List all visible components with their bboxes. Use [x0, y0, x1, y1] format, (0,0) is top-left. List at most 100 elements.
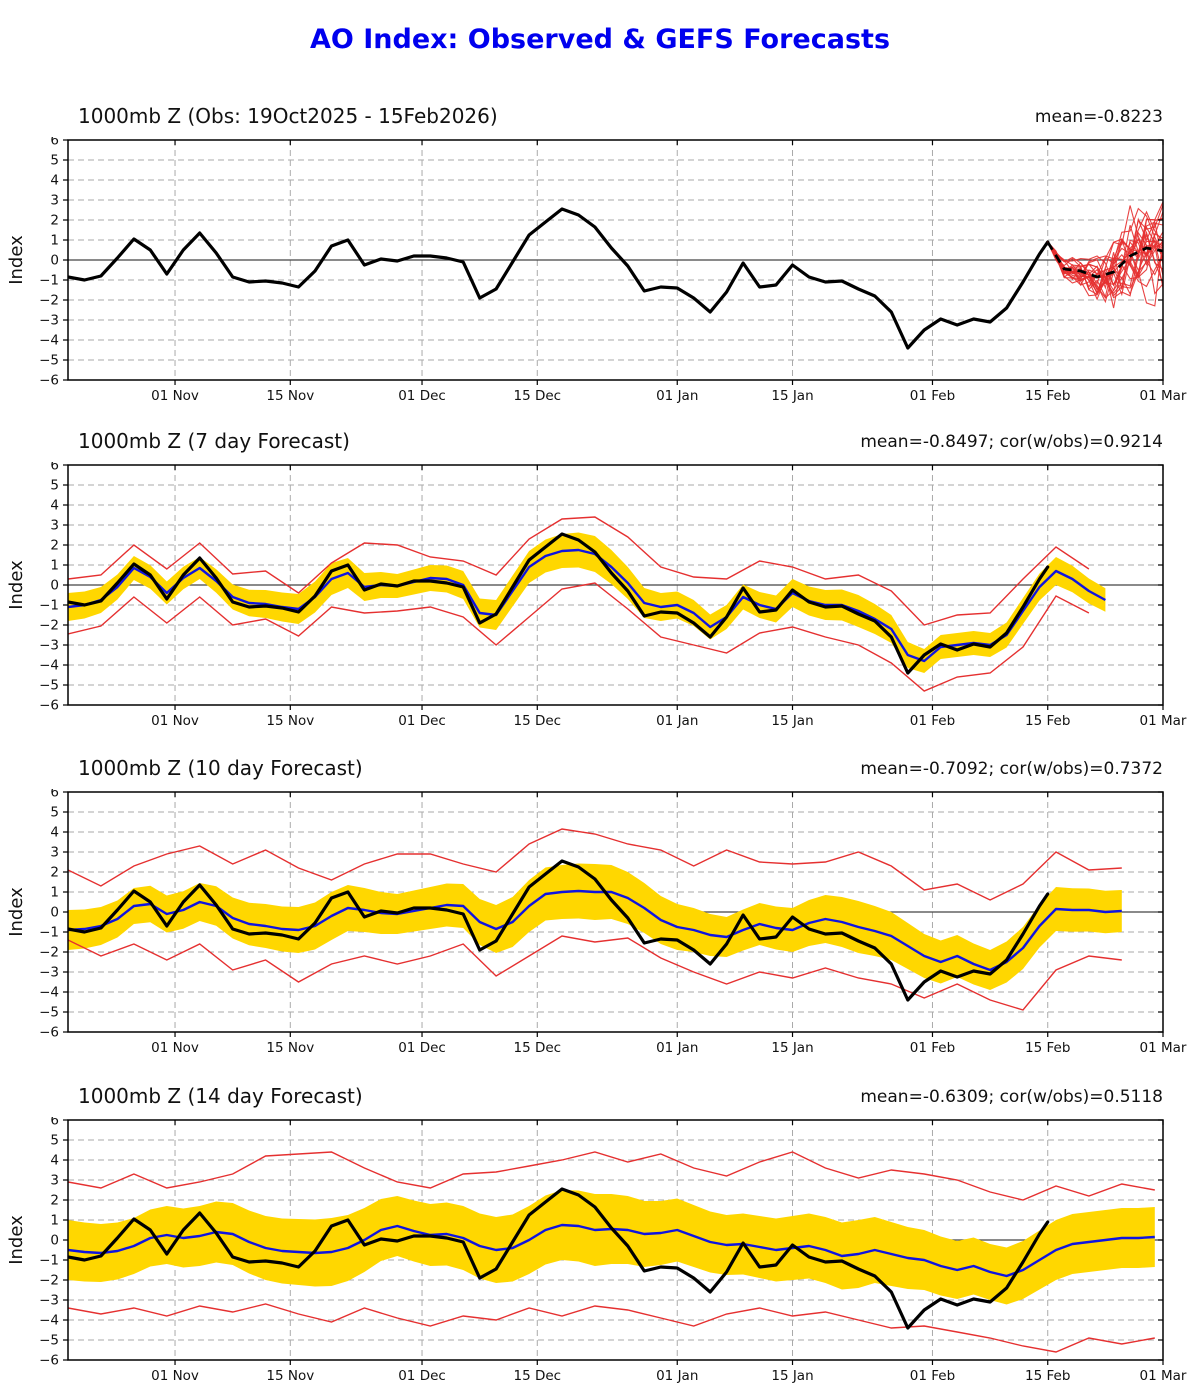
y-tick-label: 3	[50, 1173, 59, 1189]
x-tick-label: 01 Feb	[910, 388, 955, 404]
x-tick-label: 15 Dec	[513, 713, 561, 729]
y-tick-label: 5	[50, 153, 59, 169]
y-tick-label: 6	[50, 1117, 59, 1129]
axis-ticks	[63, 1119, 1164, 1365]
y-tick-label: 2	[50, 538, 59, 554]
y-tick-label: −6	[39, 1025, 59, 1041]
tick-labels: −6 −5 −4 −3 −2 −1 0 1 2 3 4 5 6 01 Nov 15 Nov 01 Dec 15 …	[39, 789, 1187, 1056]
y-tick-label: 4	[50, 498, 59, 514]
panel-3-plot-10day: −6 −5 −4 −3 −2 −1 0 1 2 3 4 5 6 01 Nov 15 Nov 01 Dec 15 …	[6, 789, 1187, 1056]
y-axis-label: Index	[6, 235, 27, 285]
observed-line	[68, 207, 1050, 350]
panel-1-stats: mean=-0.8223	[1034, 107, 1163, 127]
y-tick-label: 0	[50, 578, 59, 594]
ensemble-member-line	[1047, 239, 1163, 291]
envelope-min-line	[68, 935, 1122, 1011]
x-tick-label: 15 Dec	[513, 1368, 561, 1384]
ensemble-spread-band	[68, 532, 1106, 673]
x-tick-label: 15 Jan	[771, 388, 813, 404]
panel-3-title: 1000mb Z (10 day Forecast)	[78, 756, 363, 780]
y-tick-label: −2	[39, 293, 59, 309]
axis-ticks	[63, 464, 1164, 710]
y-tick-label: 6	[50, 789, 59, 801]
y-tick-label: 5	[50, 1133, 59, 1149]
y-tick-label: −5	[39, 353, 59, 369]
y-tick-label: 5	[50, 805, 59, 821]
y-tick-label: 3	[50, 845, 59, 861]
x-tick-label: 01 Nov	[151, 1040, 199, 1056]
y-tick-label: −4	[39, 658, 59, 674]
tick-labels: −6 −5 −4 −3 −2 −1 0 1 2 3 4 5 6 01 Nov 15 Nov 01 Dec 15 …	[39, 1117, 1187, 1384]
x-tick-label: 15 Feb	[1025, 1368, 1070, 1384]
y-tick-label: 4	[50, 173, 59, 189]
panel-3-stats: mean=-0.7092; cor(w/obs)=0.7372	[860, 759, 1163, 779]
ensemble-member-line	[1047, 204, 1163, 301]
y-tick-label: −2	[39, 1273, 59, 1289]
y-tick-label: −1	[39, 1253, 59, 1269]
observed-line	[68, 859, 1050, 1002]
x-tick-label: 01 Nov	[151, 1368, 199, 1384]
tick-labels: −6 −5 −4 −3 −2 −1 0 1 2 3 4 5 6 01 Nov 15 Nov 01 Dec 15 …	[39, 137, 1187, 404]
x-tick-label: 01 Jan	[656, 388, 698, 404]
y-tick-label: 1	[50, 1213, 59, 1229]
y-tick-label: −5	[39, 1005, 59, 1021]
observed-line	[68, 532, 1050, 675]
panel-1-plot-observed: −6 −5 −4 −3 −2 −1 0 1 2 3 4 5 6 01 Nov 15 Nov 01 Dec 15 …	[6, 137, 1187, 404]
y-tick-label: 1	[50, 558, 59, 574]
envelope-max-line	[68, 828, 1122, 901]
y-tick-label: −2	[39, 945, 59, 961]
forecast-mean-line	[68, 548, 1106, 663]
y-tick-label: −6	[39, 698, 59, 714]
x-tick-label: 15 Jan	[771, 1368, 813, 1384]
x-tick-label: 01 Jan	[656, 1040, 698, 1056]
y-axis-label: Index	[6, 1215, 27, 1265]
panel-4-stats: mean=-0.6309; cor(w/obs)=0.5118	[860, 1087, 1163, 1107]
x-tick-label: 01 Jan	[656, 1368, 698, 1384]
x-tick-label: 01 Mar	[1140, 1040, 1187, 1056]
axis-ticks	[63, 139, 1164, 385]
panel-1-title: 1000mb Z (Obs: 19Oct2025 - 15Feb2026)	[78, 104, 498, 128]
gridlines	[68, 140, 1163, 380]
y-tick-label: −6	[39, 373, 59, 389]
x-tick-label: 15 Nov	[266, 713, 314, 729]
forecast-mean-line	[68, 889, 1122, 972]
y-tick-label: 6	[50, 137, 59, 149]
y-tick-label: 4	[50, 1153, 59, 1169]
y-tick-label: 6	[50, 462, 59, 474]
x-tick-label: 01 Feb	[910, 1040, 955, 1056]
y-tick-label: 3	[50, 518, 59, 534]
panel-2-stats: mean=-0.8497; cor(w/obs)=0.9214	[860, 432, 1163, 452]
y-tick-label: −1	[39, 273, 59, 289]
y-tick-label: −3	[39, 965, 59, 981]
x-tick-label: 15 Feb	[1025, 713, 1070, 729]
panel-2-plot-7day: −6 −5 −4 −3 −2 −1 0 1 2 3 4 5 6 01 Nov 15 Nov 01 Dec 15 …	[6, 462, 1187, 729]
x-tick-label: 01 Feb	[910, 713, 955, 729]
x-tick-label: 01 Mar	[1140, 388, 1187, 404]
ensemble-member-line	[1047, 225, 1163, 299]
x-tick-label: 01 Nov	[151, 388, 199, 404]
x-tick-label: 01 Dec	[398, 388, 446, 404]
y-tick-label: 5	[50, 478, 59, 494]
panel-2-title: 1000mb Z (7 day Forecast)	[78, 429, 350, 453]
y-tick-label: 1	[50, 233, 59, 249]
observed-line	[68, 1187, 1050, 1330]
tick-labels: −6 −5 −4 −3 −2 −1 0 1 2 3 4 5 6 01 Nov 15 Nov 01 Dec 15 …	[39, 462, 1187, 729]
x-tick-label: 01 Mar	[1140, 713, 1187, 729]
y-tick-label: −4	[39, 1313, 59, 1329]
y-tick-label: −1	[39, 598, 59, 614]
y-tick-label: 4	[50, 825, 59, 841]
y-tick-label: 3	[50, 193, 59, 209]
x-tick-label: 01 Dec	[398, 1040, 446, 1056]
y-tick-label: −4	[39, 333, 59, 349]
x-tick-label: 01 Dec	[398, 713, 446, 729]
ensemble-spread-band	[68, 1190, 1155, 1305]
y-tick-label: −3	[39, 313, 59, 329]
x-tick-label: 01 Feb	[910, 1368, 955, 1384]
y-tick-label: 1	[50, 885, 59, 901]
x-tick-label: 01 Nov	[151, 713, 199, 729]
y-tick-label: 2	[50, 213, 59, 229]
y-tick-label: −3	[39, 1293, 59, 1309]
x-tick-label: 15 Nov	[266, 1040, 314, 1056]
y-tick-label: −4	[39, 985, 59, 1001]
